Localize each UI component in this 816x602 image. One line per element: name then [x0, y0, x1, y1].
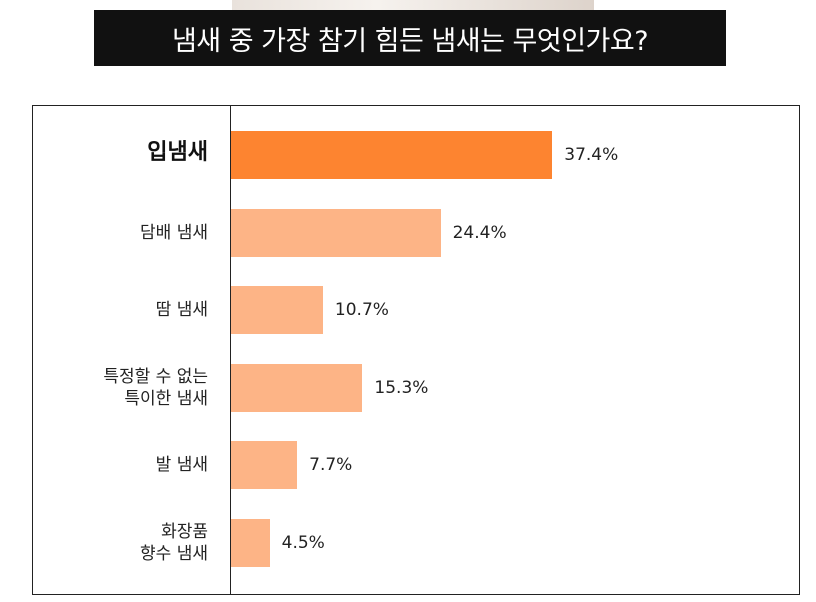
category-label: 화장품 향수 냄새 — [28, 521, 208, 565]
chart-title: 냄새 중 가장 참기 힘든 냄새는 무엇인가요? — [171, 25, 649, 57]
category-label-line: 입냄새 — [147, 140, 208, 165]
category-axis-line — [230, 105, 231, 595]
chart-frame — [32, 105, 800, 595]
data-label: 24.4% — [452, 222, 507, 243]
category-label: 땀 냄새 — [28, 299, 208, 321]
bar — [231, 131, 553, 179]
category-label: 담배 냄새 — [28, 222, 208, 244]
bar — [231, 208, 441, 257]
data-label: 37.4% — [564, 145, 619, 165]
bar — [231, 519, 270, 567]
data-label: 7.7% — [309, 455, 353, 476]
category-label-line: 특이한 냄새 — [124, 388, 208, 409]
bar — [231, 286, 323, 335]
category-label-line: 땀 냄새 — [155, 300, 208, 321]
category-label-line: 발 냄새 — [155, 455, 208, 476]
category-label-line: 향수 냄새 — [140, 544, 208, 564]
data-label: 4.5% — [281, 533, 325, 553]
title-banner: 냄새 중 가장 참기 힘든 냄새는 무엇인가요? — [94, 10, 726, 66]
category-label-line: 특정할 수 없는 — [103, 366, 208, 387]
category-label-line: 담배 냄새 — [140, 222, 208, 243]
bar — [231, 441, 298, 490]
category-label: 특정할 수 없는 특이한 냄새 — [28, 366, 208, 410]
bar — [231, 363, 363, 412]
data-label: 10.7% — [334, 300, 389, 321]
category-label: 입냄새 — [28, 142, 208, 164]
category-label: 발 냄새 — [28, 454, 208, 476]
data-label: 15.3% — [374, 377, 429, 398]
category-label-line: 화장품 — [161, 522, 208, 542]
